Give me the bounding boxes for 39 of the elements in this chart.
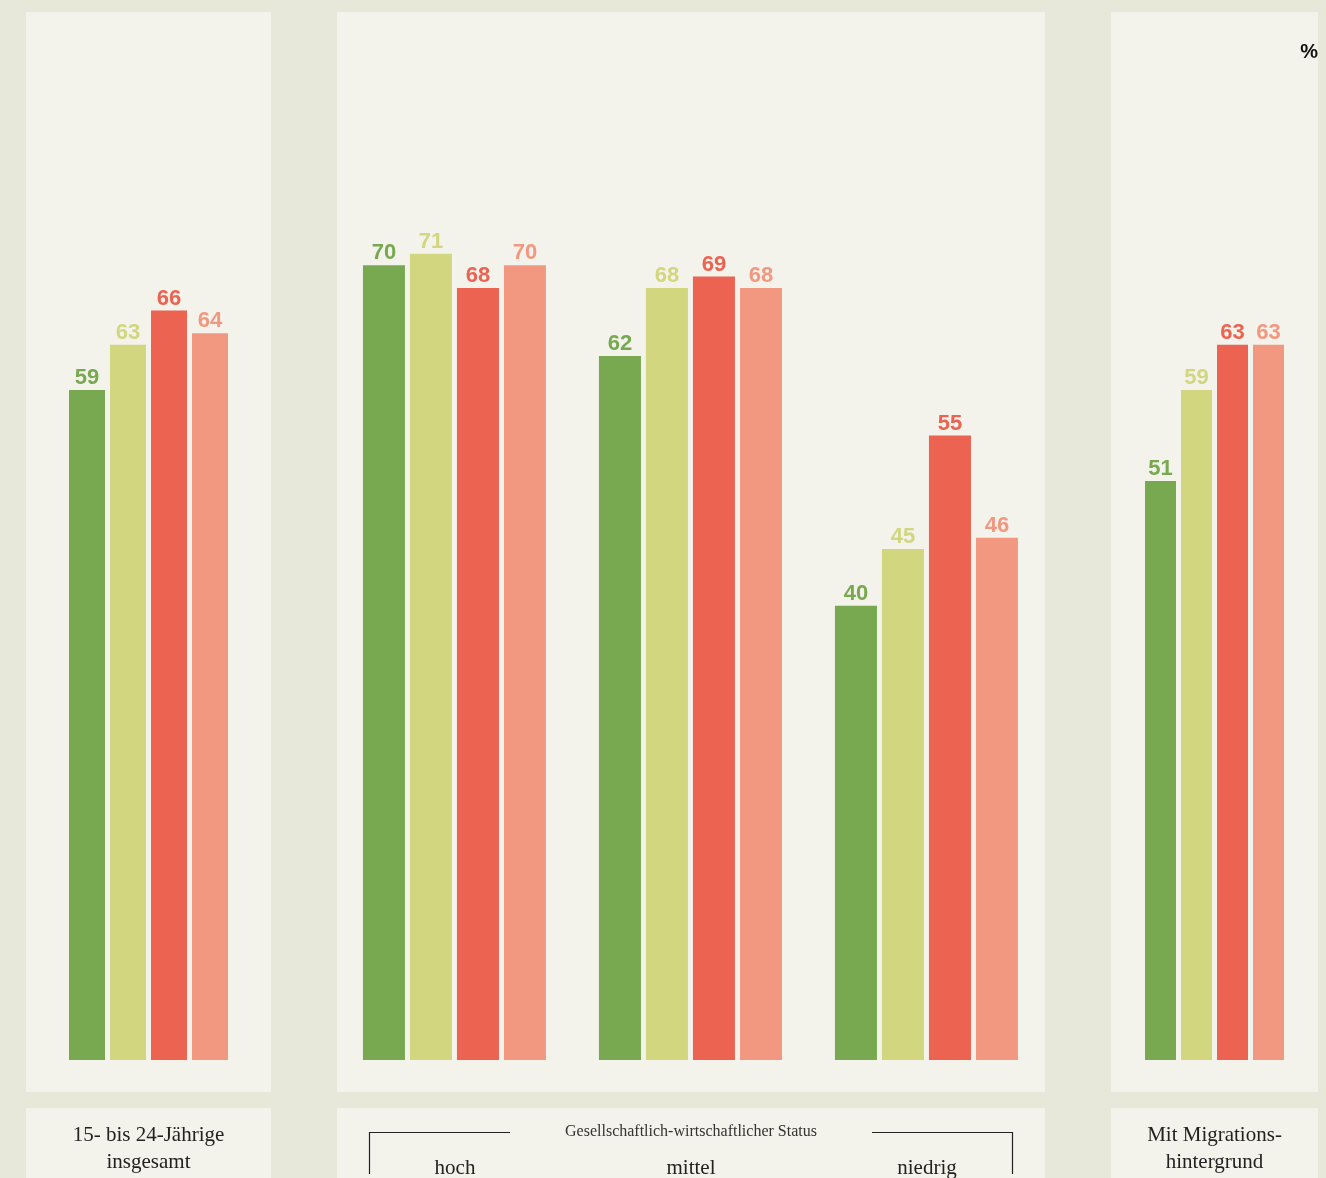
bar: [692, 276, 735, 1060]
bar: [645, 287, 688, 1060]
data-label: 71: [418, 227, 444, 253]
bar: [739, 287, 782, 1060]
data-label: 45: [890, 523, 916, 549]
x-tick-label: hoch: [434, 1155, 476, 1178]
bar: [456, 287, 499, 1060]
x-tick-label: niedrig: [897, 1155, 958, 1178]
data-label: 51: [1148, 454, 1173, 480]
x-tick-label: Mit Migrations- hintergrund: [1147, 1122, 1282, 1173]
data-label: 40: [843, 579, 869, 605]
x-tick-label: mittel: [666, 1155, 716, 1178]
data-label: 68: [465, 261, 491, 287]
bar: [362, 265, 405, 1060]
x-axis-title: Gesellschaftlich-wirtschaftlicher Status: [565, 1122, 817, 1139]
data-label: 63: [1256, 318, 1281, 344]
data-label: 55: [937, 409, 963, 435]
data-label: 59: [74, 364, 100, 390]
bar: [503, 265, 546, 1060]
bar: [409, 253, 452, 1060]
data-label: 68: [748, 261, 774, 287]
data-label: 70: [371, 239, 397, 265]
data-label: 46: [984, 511, 1010, 537]
data-label: 69: [701, 250, 727, 276]
bar: [834, 605, 877, 1060]
data-label: 59: [1184, 364, 1209, 390]
x-tick-label: 15- bis 24-Jährige insgesamt: [72, 1122, 225, 1173]
data-label: 68: [654, 261, 680, 287]
text: %: [1300, 40, 1318, 63]
bar: [881, 549, 924, 1060]
data-label: 70: [512, 239, 538, 265]
data-label: 62: [607, 330, 633, 356]
data-label: 63: [1220, 318, 1245, 344]
data-label: 64: [197, 307, 223, 333]
bar: [975, 537, 1018, 1060]
data-label: 63: [115, 318, 141, 344]
bar: [598, 356, 641, 1060]
data-label: 66: [156, 284, 182, 310]
bar: [928, 435, 971, 1060]
